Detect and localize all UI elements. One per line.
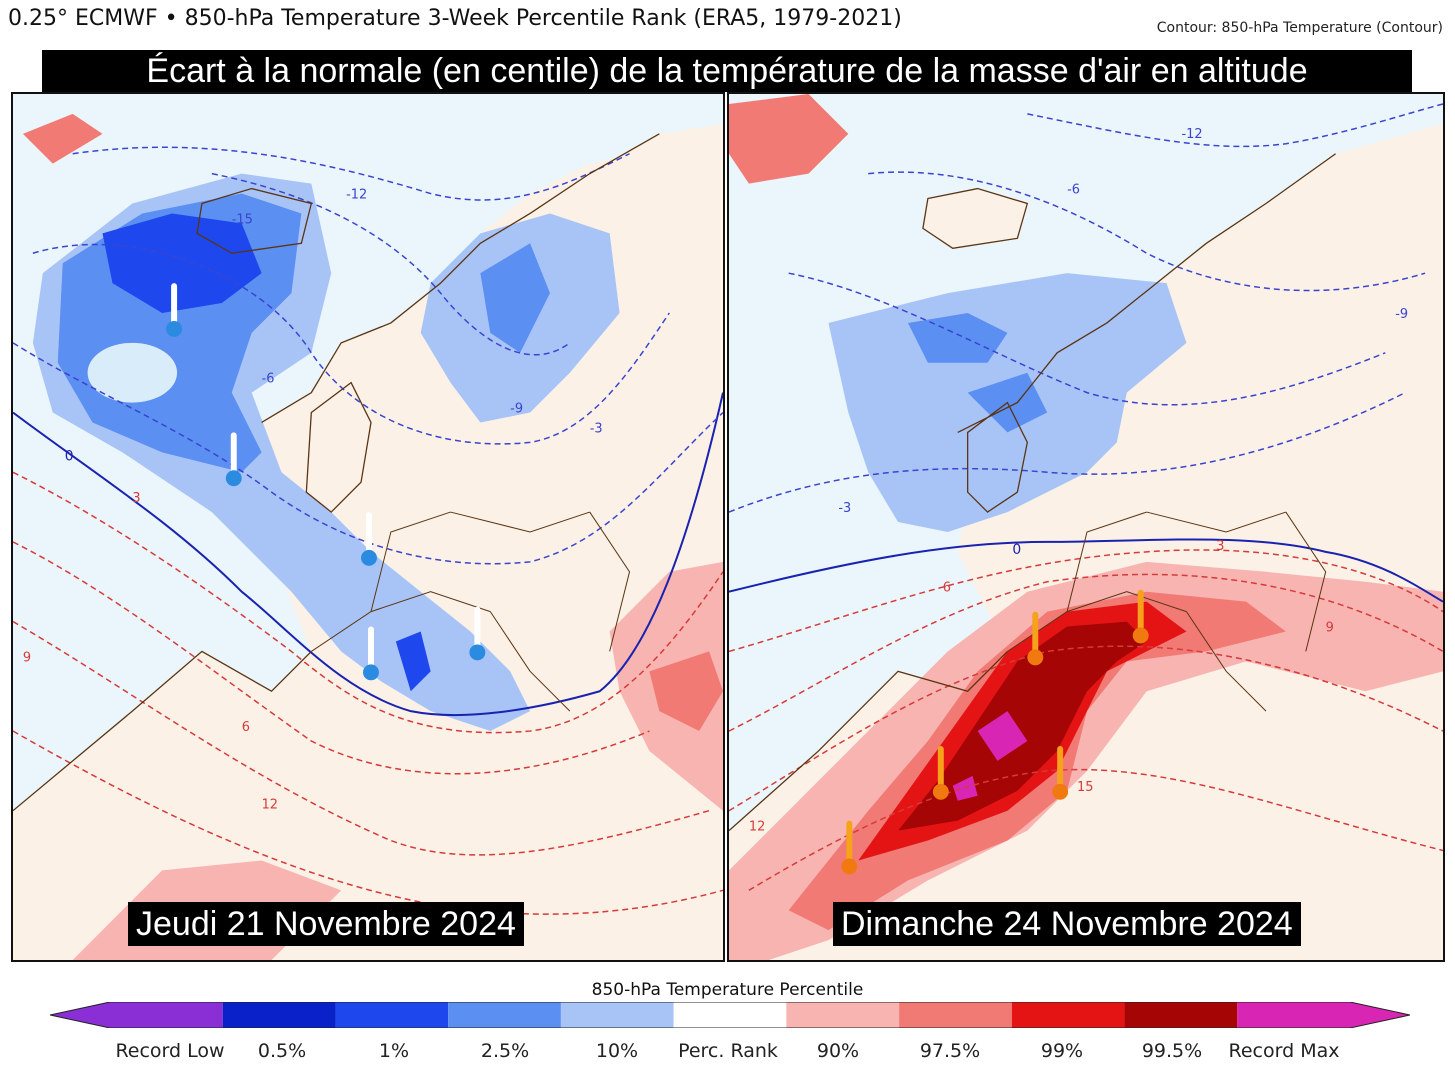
contour-label: 3 xyxy=(1216,539,1224,554)
contour-label: 0 xyxy=(65,448,74,464)
date-label-right: Dimanche 24 Novembre 2024 xyxy=(833,902,1301,946)
colorbar-label: 1% xyxy=(378,1040,410,1062)
warm-anomaly-995 xyxy=(898,621,1147,831)
cold-anomaly-alps xyxy=(395,631,431,692)
contour-label: 15 xyxy=(1077,780,1093,795)
colorbar-label: 97.5% xyxy=(919,1040,981,1062)
colorbar-label: 99% xyxy=(1040,1040,1084,1062)
contour-label: -6 xyxy=(262,372,275,387)
contour-cold-6 xyxy=(32,243,670,445)
thermometer-icon xyxy=(1027,611,1044,666)
cold-anomaly-1 xyxy=(102,213,262,313)
contour-warm-6 xyxy=(729,573,1443,732)
contour-label: -6 xyxy=(1067,183,1080,198)
contour-label: 12 xyxy=(262,798,278,813)
thermometer-icon xyxy=(1132,589,1149,644)
colorbar-label: 0.5% xyxy=(257,1040,307,1062)
map-panel-left: 0 3 6 9 12 -3 -6 -9 -12 -15 Jeudi 21 Nov… xyxy=(11,92,725,962)
contour-label: 9 xyxy=(1326,621,1334,636)
colorbar-extend-high xyxy=(1350,1002,1410,1028)
thermometer-icon xyxy=(166,283,183,337)
warm-anomaly-nw xyxy=(729,94,849,184)
colorbar-segment xyxy=(786,1002,900,1028)
contour-cold-9 xyxy=(868,171,1426,292)
borders xyxy=(1007,511,1327,712)
coastline xyxy=(13,133,660,812)
contour-label: 6 xyxy=(943,581,951,596)
chart-title: 0.25° ECMWF • 850-hPa Temperature 3-Week… xyxy=(8,6,902,31)
colorbar-segment xyxy=(899,1002,1012,1028)
cold-hole xyxy=(87,342,178,403)
land-uk xyxy=(306,382,371,513)
colorbar-segment xyxy=(560,1002,674,1028)
colorbar-segment xyxy=(1011,1002,1125,1028)
contour-warm-9 xyxy=(13,620,710,856)
warm-anomaly-975 xyxy=(649,651,723,732)
contour-label: -9 xyxy=(1395,307,1408,322)
coastline xyxy=(729,153,1336,832)
contour-label: 9 xyxy=(23,650,31,665)
contour-label: 0 xyxy=(1012,542,1021,558)
contour-cold-12 xyxy=(1027,103,1443,148)
cold-anomaly-scandi-2p5 xyxy=(480,243,550,353)
contour-cold-12 xyxy=(72,146,630,201)
colorbar-label: 90% xyxy=(816,1040,860,1062)
record-max-2 xyxy=(952,775,978,801)
colorbar-segment xyxy=(335,1002,449,1028)
colorbar-extend-low xyxy=(50,1002,110,1028)
borders xyxy=(311,511,631,712)
colorbar-label: 10% xyxy=(595,1040,639,1062)
map-panel-right: 0 3 6 9 12 15 -3 -6 -9 -12 Dimanche 24 N… xyxy=(727,92,1445,962)
colorbar-segment xyxy=(673,1002,787,1028)
contour-label: 6 xyxy=(242,720,250,735)
colorbar-segment xyxy=(1124,1002,1238,1028)
contour-label: -3 xyxy=(590,421,603,436)
thermometer-icon xyxy=(225,432,242,487)
colorbar-label: 2.5% xyxy=(480,1040,530,1062)
contour-zero xyxy=(13,392,723,717)
contour-label: 12 xyxy=(749,820,765,835)
thermometer-icon xyxy=(363,626,379,681)
colorbar-label: Perc. Rank xyxy=(678,1040,778,1062)
map-right-canvas: 0 3 6 9 12 15 -3 -6 -9 -12 xyxy=(729,94,1443,960)
thermometer-icon xyxy=(469,606,486,661)
colorbar-label: Record Max xyxy=(1228,1040,1340,1062)
colorbar xyxy=(50,1002,1410,1028)
colorbar-segment xyxy=(222,1002,336,1028)
main-banner: Écart à la normale (en centile) de la te… xyxy=(42,50,1412,92)
contour-cold-9 xyxy=(211,172,571,356)
map-left-canvas: 0 3 6 9 12 -3 -6 -9 -12 -15 xyxy=(13,94,723,960)
contour-cold-6 xyxy=(788,272,1386,406)
contour-cold-3 xyxy=(729,391,1406,513)
colorbar-label: 99.5% xyxy=(1141,1040,1203,1062)
colorbar-segment xyxy=(448,1002,561,1028)
warm-anomaly-nw xyxy=(22,113,103,164)
contour-warm-6 xyxy=(13,541,650,775)
contour-warm-3 xyxy=(13,471,723,734)
thermometer-icon xyxy=(361,512,377,566)
cold-anomaly-2p5 xyxy=(907,312,1008,363)
contour-note: Contour: 850-hPa Temperature (Contour) xyxy=(1156,20,1443,36)
contour-label: -15 xyxy=(232,212,253,227)
contour-label: -9 xyxy=(510,402,523,417)
colorbar-label: Record Low xyxy=(115,1040,225,1062)
thermometer-icon xyxy=(932,745,949,800)
date-label-left: Jeudi 21 Novembre 2024 xyxy=(128,902,524,946)
colorbar-title: 850-hPa Temperature Percentile xyxy=(591,980,864,1000)
contour-label: 3 xyxy=(132,491,140,506)
land-iceland xyxy=(922,188,1028,249)
record-max xyxy=(977,711,1028,761)
colorbar-segment xyxy=(1237,1002,1350,1028)
thermometer-icon xyxy=(1052,745,1069,800)
contour-label: -12 xyxy=(1181,127,1202,142)
colorbar-segment xyxy=(110,1002,223,1028)
contour-zero xyxy=(729,538,1443,603)
contour-label: -12 xyxy=(346,188,367,203)
thermometer-icon xyxy=(841,820,858,875)
contour-warm-3 xyxy=(729,549,1443,653)
contour-label: -3 xyxy=(838,501,851,516)
